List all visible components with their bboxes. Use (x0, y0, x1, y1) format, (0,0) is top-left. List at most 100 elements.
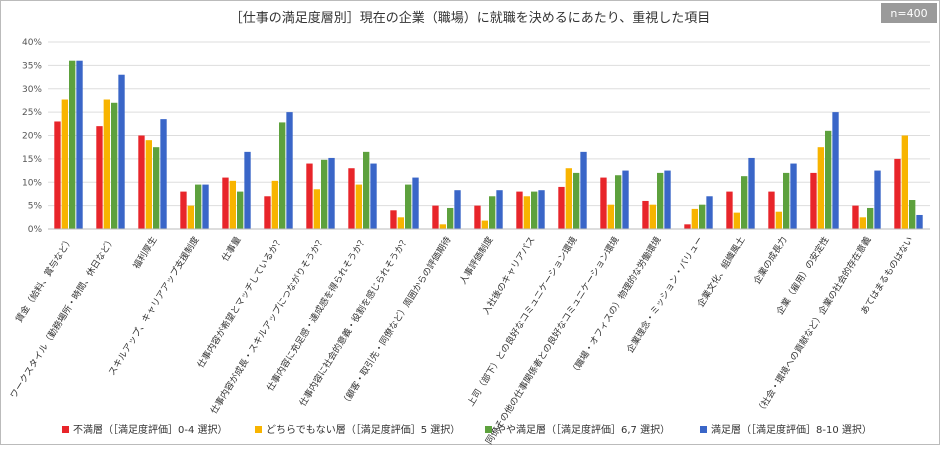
bar (775, 211, 782, 229)
bar (706, 196, 713, 229)
bar (783, 172, 790, 229)
bar (580, 151, 587, 229)
bar (348, 168, 355, 229)
bar (237, 191, 244, 229)
bar (664, 170, 671, 229)
y-tick-label: 25% (22, 108, 42, 118)
bar (496, 190, 503, 229)
bar (355, 184, 362, 229)
bar (649, 204, 656, 229)
bar (615, 175, 622, 229)
bar (103, 99, 110, 229)
bar (894, 158, 901, 229)
bar (726, 191, 733, 229)
bar (96, 126, 103, 229)
bar (222, 177, 229, 229)
bar (328, 157, 335, 229)
bar (405, 184, 412, 229)
bar (432, 205, 439, 229)
legend-label: 満足層（［満足度評価］8-10 選択） (711, 423, 872, 436)
y-tick-label: 20% (22, 132, 42, 142)
bar (741, 176, 748, 229)
y-tick-label: 30% (22, 85, 42, 95)
bar (691, 208, 698, 229)
legend-swatch (62, 426, 69, 433)
bar (69, 60, 76, 230)
bar (145, 140, 152, 229)
bar (825, 130, 832, 229)
bar (558, 186, 565, 229)
note: n=400 (890, 7, 927, 20)
bar (810, 172, 817, 229)
bar (264, 196, 271, 229)
y-tick-label: 35% (22, 61, 42, 71)
bar (874, 170, 881, 229)
note-box (881, 3, 937, 23)
bar (657, 172, 664, 229)
bar (454, 190, 461, 229)
legend-swatch (700, 426, 707, 433)
bar (187, 205, 194, 229)
bar (852, 205, 859, 229)
bar (244, 151, 251, 229)
bar (909, 200, 916, 229)
bar (748, 157, 755, 229)
bar (321, 159, 328, 229)
bar (859, 217, 866, 229)
legend-swatch (485, 426, 492, 433)
bar (118, 74, 125, 229)
legend-label: やや満足層（［満足度評価］6,7 選択） (496, 423, 670, 436)
bar (202, 184, 209, 229)
y-tick-label: 40% (22, 38, 42, 48)
bar (160, 119, 167, 229)
bar (397, 217, 404, 229)
bar (153, 147, 160, 229)
bar (600, 177, 607, 229)
bar (363, 151, 370, 229)
bar (523, 196, 530, 229)
bar (699, 204, 706, 229)
bar (271, 180, 278, 229)
bar (565, 168, 572, 229)
bar (229, 180, 236, 229)
bar (412, 177, 419, 229)
y-tick-label: 15% (22, 155, 42, 165)
bar (901, 135, 908, 229)
bar (111, 102, 118, 229)
bar (61, 99, 68, 229)
bar (481, 220, 488, 229)
bar (607, 204, 614, 229)
legend-label: 不満層（［満足度評価］0-4 選択） (73, 423, 228, 436)
bar (832, 112, 839, 229)
y-tick-label: 0% (28, 225, 43, 235)
bar (370, 163, 377, 229)
legend-label: どちらでもない層（［満足度評価］5 選択） (266, 423, 460, 436)
bar (489, 196, 496, 229)
bar (390, 210, 397, 229)
bar (538, 190, 545, 229)
bar (279, 122, 286, 229)
bar (76, 60, 83, 230)
y-tick-label: 10% (22, 178, 42, 188)
bar (817, 147, 824, 229)
bar (768, 191, 775, 229)
bar (867, 207, 874, 229)
y-tick-label: 5% (28, 202, 43, 212)
bar (474, 205, 481, 229)
bar (642, 200, 649, 229)
bar (195, 184, 202, 229)
legend-swatch (255, 426, 262, 433)
bar (516, 191, 523, 229)
bar (531, 191, 538, 229)
bar (622, 170, 629, 229)
bar (684, 224, 691, 229)
bar (138, 135, 145, 229)
chart-title: ［仕事の満足度層別］現在の企業（職場）に就職を決めるにあたり、重視した項目 (230, 10, 710, 26)
bar (306, 163, 313, 229)
bar (916, 214, 923, 229)
bar (180, 191, 187, 229)
bar (573, 172, 580, 229)
bar (790, 163, 797, 229)
